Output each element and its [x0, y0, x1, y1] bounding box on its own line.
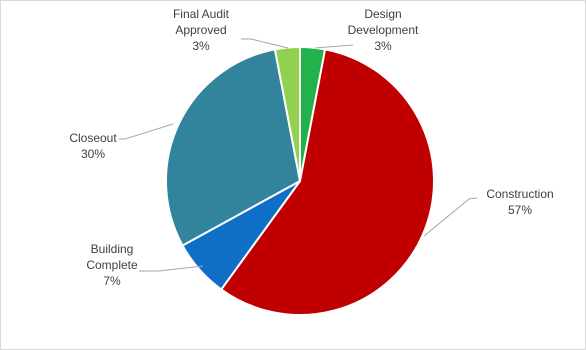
leader-line-construction [423, 197, 478, 237]
leader-line-building-complete [139, 265, 204, 272]
pie-slice-closeout [165, 48, 301, 247]
leader-line-closeout [119, 123, 174, 140]
data-labels: Design Development 3% Construction 57% Buildi… [69, 7, 553, 288]
data-label-final-audit-approved: Final Audit Approved 3% [173, 7, 230, 53]
leader-line-final-audit-approved [241, 38, 289, 49]
leader-lines [119, 38, 478, 272]
data-label-construction: Construction 57% [486, 187, 553, 217]
data-label-closeout: Closeout 30% [69, 131, 117, 161]
pie-slice-construction [220, 48, 435, 316]
leader-line-design-development [314, 44, 354, 49]
data-label-design-development: Design Development 3% [348, 7, 419, 53]
data-label-building-complete: Building Complete 7% [86, 242, 138, 288]
pie-slices [165, 45, 435, 316]
